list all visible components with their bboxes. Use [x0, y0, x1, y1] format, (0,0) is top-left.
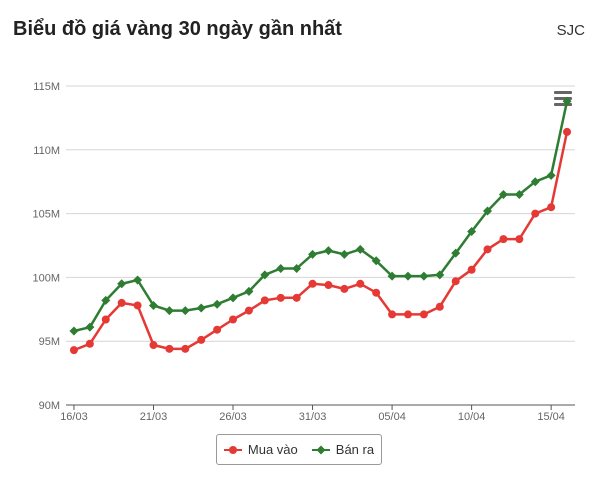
hamburger-menu-icon[interactable]: [552, 90, 574, 106]
data-point[interactable]: [356, 279, 365, 288]
data-point[interactable]: [451, 248, 461, 258]
data-point[interactable]: [499, 235, 508, 244]
data-point[interactable]: [244, 306, 253, 315]
data-point[interactable]: [244, 286, 254, 296]
data-point[interactable]: [531, 209, 540, 218]
legend-item-ban-ra[interactable]: Bán ra: [311, 442, 375, 457]
legend-dot-mua-vao: [228, 445, 237, 454]
data-point[interactable]: [340, 284, 349, 293]
data-point[interactable]: [229, 315, 238, 324]
x-axis-tick-labels: 16/03 21/03 26/03 31/03 05/04 10/04 15/04: [60, 411, 565, 423]
y-tick-label: 95M: [39, 336, 60, 348]
data-point[interactable]: [164, 306, 174, 316]
data-point[interactable]: [308, 279, 317, 288]
data-point[interactable]: [355, 244, 365, 254]
grid-lines: [66, 85, 575, 342]
data-point[interactable]: [547, 203, 556, 212]
data-point[interactable]: [212, 299, 222, 309]
data-point[interactable]: [133, 301, 142, 310]
data-point[interactable]: [514, 189, 524, 199]
data-point[interactable]: [546, 170, 556, 180]
data-point[interactable]: [435, 302, 444, 311]
data-point[interactable]: [388, 310, 397, 319]
x-tick-label: 16/03: [60, 411, 88, 423]
data-point[interactable]: [101, 315, 110, 324]
data-point[interactable]: [213, 325, 222, 334]
x-tick-label: 05/04: [378, 411, 406, 423]
data-point[interactable]: [371, 256, 381, 266]
data-point[interactable]: [149, 341, 158, 350]
data-point[interactable]: [530, 177, 540, 187]
data-point[interactable]: [498, 189, 508, 199]
data-point[interactable]: [180, 306, 190, 316]
data-point[interactable]: [387, 271, 397, 281]
x-tick-label: 31/03: [299, 411, 327, 423]
legend-marker-circle-icon: [223, 445, 242, 454]
data-point[interactable]: [69, 346, 78, 355]
data-point[interactable]: [148, 300, 158, 310]
data-point[interactable]: [563, 127, 572, 136]
data-point[interactable]: [260, 296, 269, 305]
source-label: SJC: [556, 22, 585, 39]
x-axis: [66, 404, 575, 410]
data-point[interactable]: [101, 295, 111, 305]
legend-label-mua-vao: Mua vào: [247, 442, 298, 457]
y-tick-label: 90M: [39, 400, 60, 412]
data-point[interactable]: [419, 271, 429, 281]
data-point[interactable]: [451, 277, 460, 286]
data-point[interactable]: [483, 206, 493, 216]
data-point[interactable]: [69, 326, 79, 336]
data-point[interactable]: [323, 246, 333, 256]
data-point[interactable]: [228, 293, 238, 303]
legend-diamond-ban-ra: [316, 445, 326, 454]
data-point[interactable]: [483, 245, 492, 254]
x-tick-label: 10/04: [458, 411, 486, 423]
data-point[interactable]: [372, 288, 381, 297]
data-point[interactable]: [515, 235, 524, 244]
legend-marker-diamond-icon: [311, 445, 330, 454]
data-point[interactable]: [435, 270, 445, 280]
x-tick-label: 15/04: [537, 411, 565, 423]
series-line: [73, 131, 569, 352]
chart-title: Biểu đồ giá vàng 30 ngày gần nhất: [13, 18, 342, 40]
data-point[interactable]: [467, 226, 477, 236]
data-point[interactable]: [276, 293, 285, 302]
series-0: [69, 127, 572, 355]
series-line: [73, 101, 569, 333]
legend: Mua vào Bán ra: [216, 434, 382, 465]
data-point[interactable]: [85, 339, 94, 348]
data-point[interactable]: [197, 335, 206, 344]
data-point[interactable]: [403, 271, 413, 281]
data-point[interactable]: [308, 249, 318, 259]
data-point[interactable]: [117, 279, 127, 289]
y-axis-tick-labels: 90M 95M 100M 105M 110M 115M: [32, 81, 60, 412]
series-1: [69, 96, 572, 336]
legend-label-ban-ra: Bán ra: [335, 442, 375, 457]
y-tick-label: 115M: [33, 81, 60, 93]
data-point[interactable]: [196, 303, 206, 313]
data-point[interactable]: [133, 275, 143, 285]
series-layer: [69, 96, 572, 355]
line-chart: 90M 95M 100M 105M 110M 115M 16/03 21/03 26/03 31…: [32, 81, 575, 423]
data-point[interactable]: [181, 344, 190, 353]
data-point[interactable]: [467, 265, 476, 274]
data-point[interactable]: [165, 344, 174, 353]
y-tick-label: 110M: [33, 145, 60, 157]
legend-item-mua-vao[interactable]: Mua vào: [223, 442, 298, 457]
x-tick-label: 26/03: [219, 411, 247, 423]
data-point[interactable]: [419, 310, 428, 319]
y-tick-label: 105M: [32, 209, 60, 221]
y-tick-label: 100M: [32, 272, 60, 284]
data-point[interactable]: [403, 310, 412, 319]
data-point[interactable]: [117, 298, 126, 307]
data-point[interactable]: [260, 270, 270, 280]
data-point[interactable]: [85, 322, 95, 332]
data-point[interactable]: [292, 263, 302, 273]
data-point[interactable]: [339, 249, 349, 259]
data-point[interactable]: [562, 96, 572, 106]
data-point[interactable]: [292, 293, 301, 302]
x-tick-label: 21/03: [140, 411, 168, 423]
data-point[interactable]: [276, 263, 286, 273]
data-point[interactable]: [324, 281, 333, 290]
